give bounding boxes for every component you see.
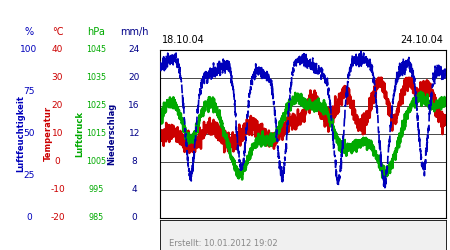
Text: -10: -10: [50, 185, 65, 194]
Text: 8: 8: [131, 157, 137, 166]
Text: 24: 24: [129, 46, 140, 54]
Text: 40: 40: [52, 46, 63, 54]
Text: 12: 12: [129, 129, 140, 138]
Text: 25: 25: [23, 171, 35, 180]
Text: 1035: 1035: [86, 74, 106, 82]
Text: 20: 20: [52, 101, 63, 110]
Text: 24.10.04: 24.10.04: [400, 35, 443, 45]
Text: 995: 995: [88, 185, 104, 194]
Text: Erstellt: 10.01.2012 19:02: Erstellt: 10.01.2012 19:02: [169, 238, 277, 248]
Text: Luftfeuchtigkeit: Luftfeuchtigkeit: [16, 95, 25, 172]
Text: 16: 16: [128, 101, 140, 110]
Text: Niederschlag: Niederschlag: [107, 102, 116, 165]
Text: 50: 50: [23, 129, 35, 138]
Text: 10: 10: [52, 129, 63, 138]
Text: 20: 20: [129, 74, 140, 82]
Text: 0: 0: [131, 213, 137, 222]
Text: 18.10.04: 18.10.04: [162, 35, 205, 45]
Text: 30: 30: [52, 74, 63, 82]
Text: 0: 0: [26, 213, 32, 222]
Text: 100: 100: [20, 46, 37, 54]
Text: 1045: 1045: [86, 46, 106, 54]
Text: hPa: hPa: [87, 28, 105, 38]
Text: °C: °C: [52, 28, 63, 38]
Text: 1015: 1015: [86, 129, 106, 138]
Text: mm/h: mm/h: [120, 28, 148, 38]
Text: 0: 0: [54, 157, 60, 166]
Text: 1025: 1025: [86, 101, 106, 110]
Text: 985: 985: [88, 213, 104, 222]
Text: Luftdruck: Luftdruck: [76, 111, 85, 157]
Text: 4: 4: [131, 185, 137, 194]
Text: -20: -20: [50, 213, 65, 222]
Text: Temperatur: Temperatur: [43, 106, 52, 161]
Text: 1005: 1005: [86, 157, 106, 166]
Text: 75: 75: [23, 87, 35, 96]
Text: %: %: [24, 28, 33, 38]
